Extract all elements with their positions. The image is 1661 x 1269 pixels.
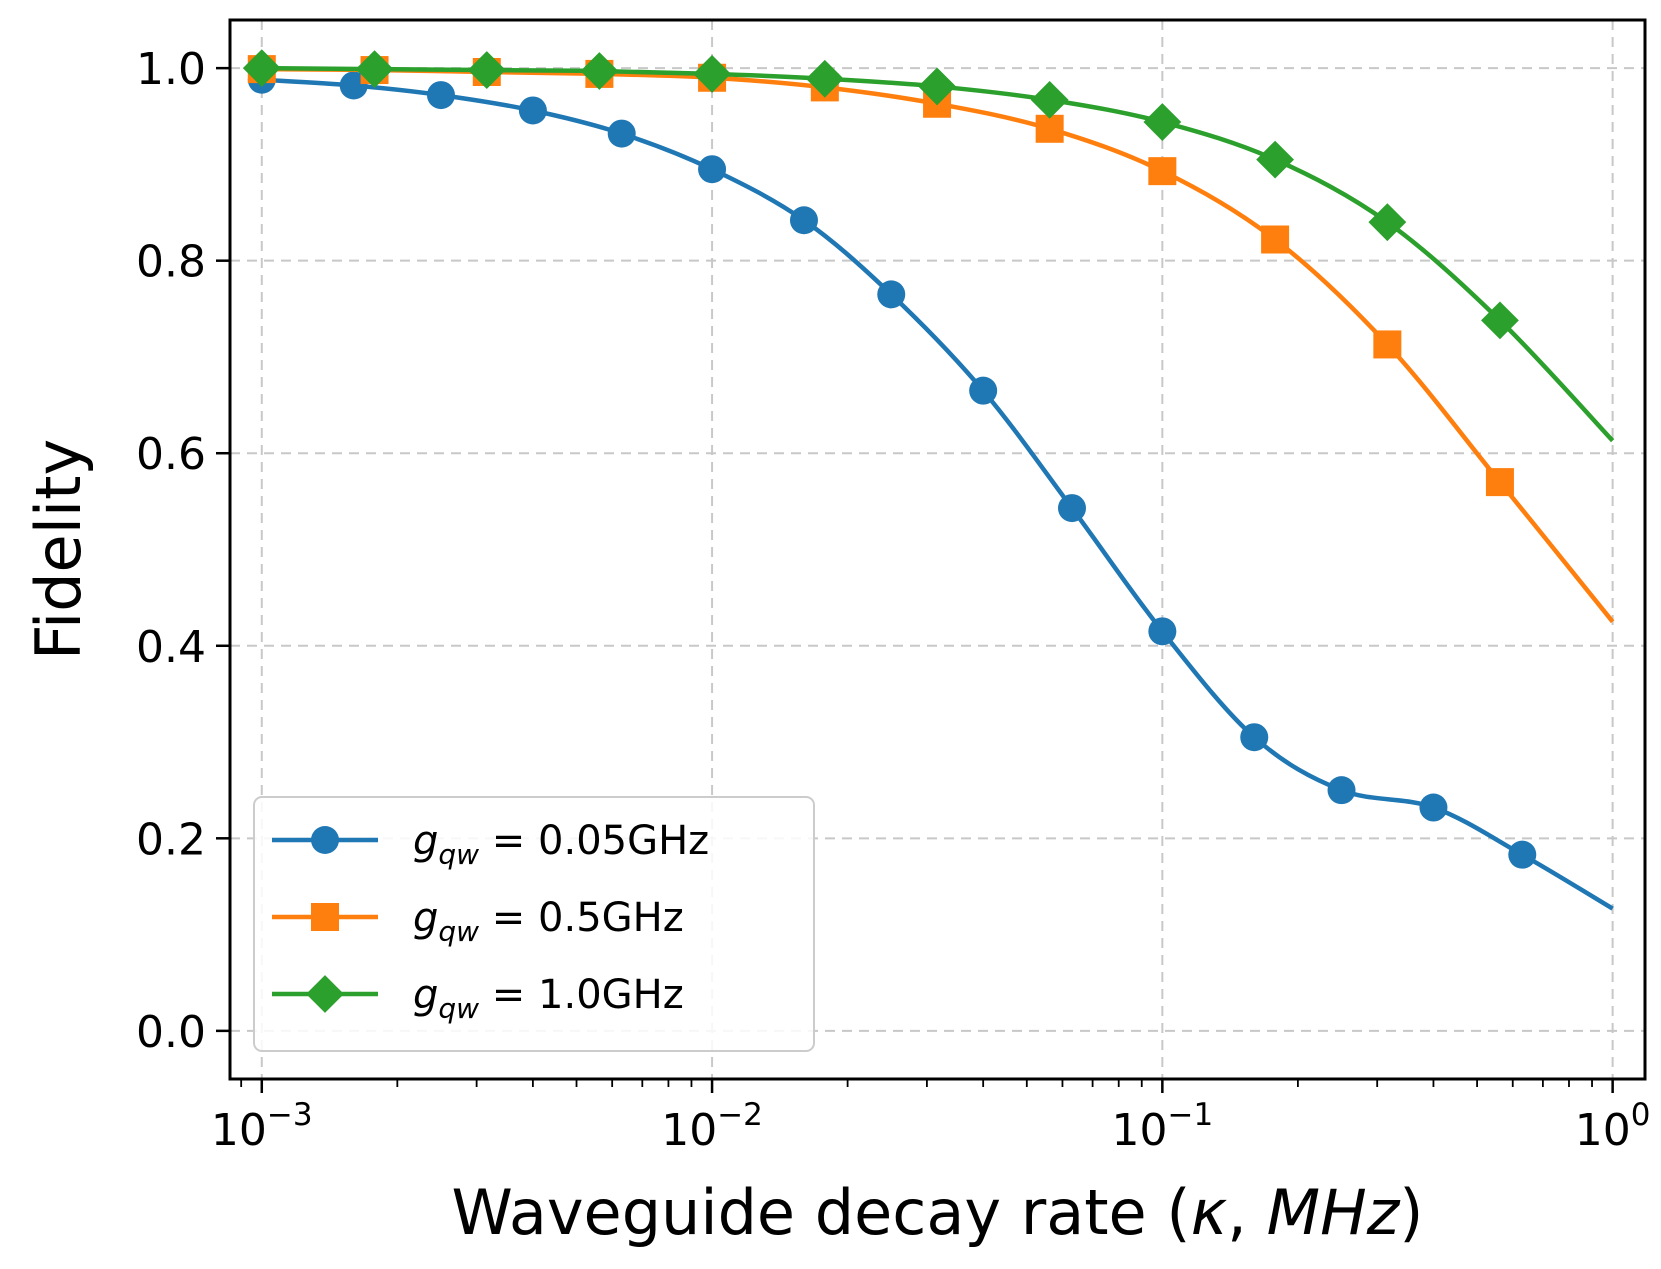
- x-tick-exponent: −3: [267, 1097, 313, 1133]
- legend-label: gqw = 0.05GHz: [413, 818, 709, 871]
- y-tick-label: 0.2: [136, 814, 206, 865]
- x-axis-title: Waveguide decay rate (κ, MHz): [452, 1176, 1424, 1249]
- data-point: [607, 119, 636, 148]
- data-point: [1327, 776, 1356, 805]
- legend-marker: [311, 903, 339, 931]
- data-point: [355, 50, 394, 88]
- x-tick-exponent: −2: [717, 1097, 763, 1133]
- data-point: [242, 49, 281, 88]
- data-point: [877, 280, 906, 309]
- data-point: [698, 155, 727, 184]
- data-point: [1256, 140, 1295, 179]
- legend-label: gqw = 0.5GHz: [413, 895, 684, 948]
- legend-subscript: qw: [438, 838, 479, 871]
- data-point: [467, 51, 506, 89]
- legend-symbol: g: [413, 972, 438, 1018]
- x-axis-title-suffix: ): [1399, 1176, 1423, 1249]
- data-point: [1508, 840, 1537, 869]
- y-tick-label: 0.8: [136, 237, 206, 288]
- x-tick-label: 10−1: [1111, 1097, 1213, 1156]
- x-axis-title-symbol: κ: [1191, 1176, 1228, 1249]
- legend-item: gqw = 1.0GHz: [272, 972, 684, 1025]
- legend-marker: [306, 975, 344, 1013]
- series-layer: [242, 49, 1615, 911]
- data-point: [1240, 723, 1269, 752]
- x-tick-label: 10−2: [661, 1097, 763, 1156]
- series-1-0ghz: [242, 49, 1615, 443]
- legend-symbol: g: [413, 818, 438, 864]
- data-point: [1148, 617, 1177, 646]
- data-point: [426, 81, 455, 110]
- legend-marker: [311, 826, 339, 854]
- legend-subscript: qw: [438, 915, 479, 948]
- data-point: [1030, 81, 1069, 119]
- series-line: [261, 77, 1614, 911]
- data-point: [969, 376, 998, 405]
- data-point: [1261, 225, 1290, 254]
- data-point: [580, 52, 619, 90]
- data-point: [1419, 793, 1448, 822]
- legend-item: gqw = 0.5GHz: [272, 895, 684, 948]
- legend-label: gqw = 1.0GHz: [413, 972, 684, 1025]
- legend-value: = 0.05GHz: [479, 818, 709, 864]
- y-tick-label: 1.0: [136, 44, 206, 95]
- data-point: [1035, 114, 1064, 143]
- legend-value: = 0.5GHz: [479, 895, 684, 941]
- legend-subscript: qw: [438, 992, 479, 1025]
- legend-symbol: g: [413, 895, 438, 941]
- x-tick-exponent: −1: [1167, 1097, 1213, 1133]
- data-point: [1373, 330, 1402, 359]
- data-point: [693, 55, 731, 93]
- x-tick-base: 10: [661, 1105, 717, 1156]
- legend-item: gqw = 0.05GHz: [272, 818, 709, 871]
- legend-box: [253, 796, 815, 1052]
- data-point: [1057, 494, 1086, 523]
- data-point: [1143, 103, 1182, 141]
- legend-value: = 1.0GHz: [479, 972, 684, 1018]
- x-tick-base: 10: [1111, 1105, 1167, 1156]
- data-point: [518, 96, 547, 125]
- x-axis-title-prefix: Waveguide decay rate (: [452, 1176, 1191, 1249]
- x-axis-title-sep: ,: [1227, 1176, 1266, 1249]
- plot-frame: [228, 18, 1647, 1081]
- x-tick-label: 10−3: [211, 1097, 313, 1156]
- grid: [230, 20, 1645, 1079]
- data-point: [1485, 468, 1514, 497]
- data-point: [1148, 157, 1177, 186]
- data-point: [918, 67, 956, 106]
- x-tick-base: 10: [1575, 1105, 1631, 1156]
- x-tick-exponent: 0: [1631, 1097, 1651, 1133]
- x-tick-label: 100: [1575, 1097, 1651, 1156]
- x-axis-title-unit: MHz: [1267, 1176, 1401, 1249]
- data-point: [789, 206, 818, 235]
- y-tick-label: 0.4: [136, 622, 206, 673]
- y-axis-title: Fidelity: [22, 439, 95, 660]
- data-point: [1368, 203, 1407, 242]
- y-tick-label: 0.0: [136, 1007, 206, 1058]
- data-point: [805, 59, 844, 98]
- data-point: [1481, 301, 1519, 340]
- y-tick-label: 0.6: [136, 429, 206, 480]
- x-tick-base: 10: [211, 1105, 267, 1156]
